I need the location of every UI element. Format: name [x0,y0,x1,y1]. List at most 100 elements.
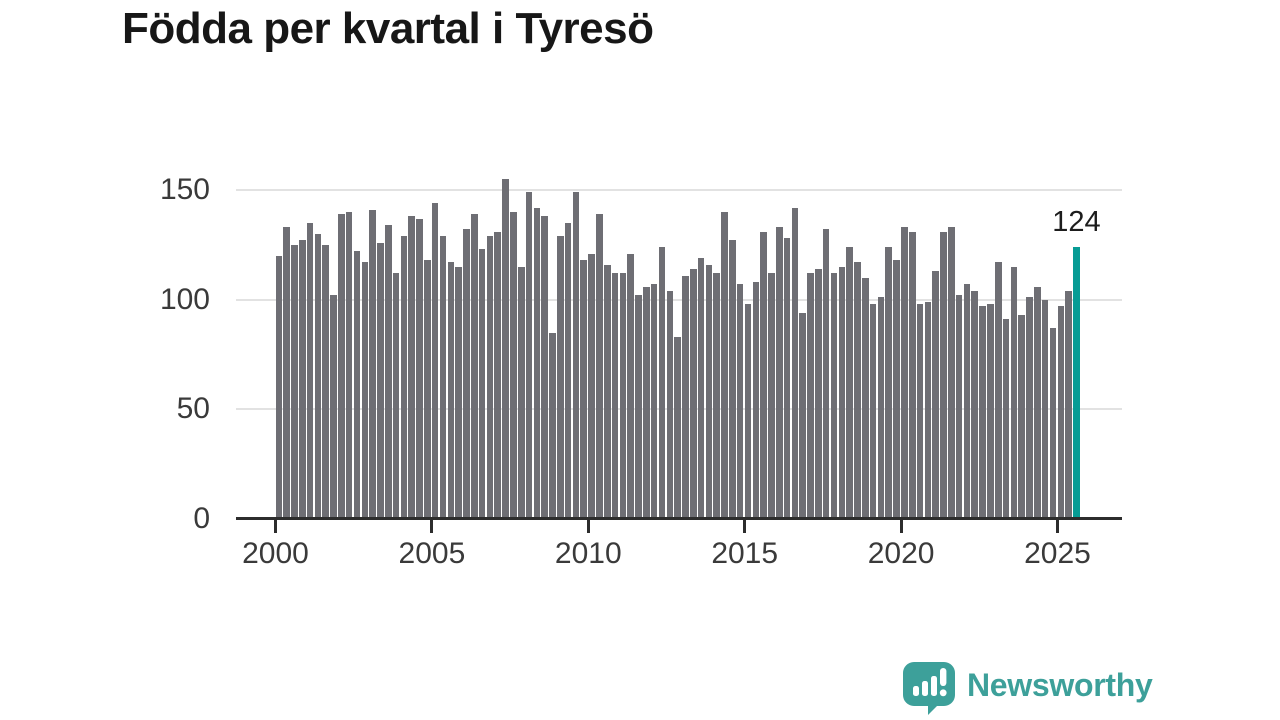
bar [987,304,994,519]
bar [627,253,634,519]
x-axis-tick-label: 2015 [711,537,779,570]
bar [775,227,783,519]
x-axis-tick-label: 2020 [867,537,935,570]
x-axis-tick-mark [430,520,434,533]
bar [869,304,877,519]
bar [807,273,814,519]
bar [760,231,767,519]
bar [658,247,666,519]
chart-title: Födda per kvartal i Tyresö [122,4,654,53]
bar [635,295,642,519]
bar [416,218,423,519]
bar [596,214,603,519]
bar [994,262,1002,519]
bar [877,297,885,519]
bar [361,262,369,519]
bar [533,207,541,519]
bar [924,301,932,519]
y-axis-tick-label: 150 [159,173,210,206]
bar [940,231,947,519]
bar [384,225,392,519]
bar [392,273,400,519]
bar [862,277,869,519]
bar [955,295,963,519]
bar [611,273,619,519]
bar [1041,299,1049,519]
bar [752,282,760,519]
bar [854,262,861,519]
x-axis-tick-label: 2010 [554,537,622,570]
bar [697,257,705,519]
bar [1026,297,1033,519]
bar [666,290,674,519]
bar [768,273,775,519]
bar [517,266,525,519]
bar [510,211,517,519]
x-axis-tick-mark [274,520,277,533]
bar [408,216,416,519]
bar [572,192,580,519]
bar [979,306,986,519]
bar [1034,286,1041,519]
bar [447,262,455,519]
bar [830,273,838,519]
x-axis-tick-mark [586,520,590,533]
bar [424,260,431,519]
bar [893,260,900,519]
bar [494,231,502,519]
bar [729,240,736,519]
bar [736,284,744,519]
bar [502,179,509,519]
x-axis-tick-label: 2005 [398,537,466,570]
bar [916,304,924,519]
bar [846,247,853,519]
bar [650,284,658,519]
bar [463,229,470,519]
bar [948,227,955,519]
bar [330,295,337,519]
bar [908,231,916,519]
bar-chart-speech-bubble-icon [903,662,955,715]
grid-line [236,189,1122,191]
bar [580,260,588,519]
bar [353,251,361,519]
newsworthy-logo: Newsworthy [902,661,1153,715]
bar [588,253,595,519]
bar [815,268,822,519]
bar [901,227,908,519]
highlight-bar [1073,247,1080,519]
bar [541,216,548,519]
bar [713,273,720,519]
x-axis-line [236,517,1122,521]
x-axis-tick-label: 2000 [242,537,309,570]
bar [643,286,650,519]
y-axis-tick-label: 50 [176,392,210,426]
bar [283,227,290,519]
bar [885,247,893,519]
bar [1010,266,1018,519]
bar [963,284,971,519]
bar [674,336,681,519]
bar [400,236,408,519]
x-axis-tick-mark [1056,520,1059,533]
bar [306,222,314,519]
bar [298,240,306,519]
bar [1002,319,1010,519]
bar [478,249,486,519]
x-axis-tick-mark [743,520,747,533]
bar [783,238,791,519]
bar [291,244,298,519]
y-axis-tick-label: 0 [193,502,210,535]
bar [721,211,728,519]
bar [431,203,439,519]
bar [549,332,556,519]
bar [275,255,283,519]
bar [689,268,697,519]
bar [822,229,830,519]
highlight-value-label: 124 [1052,206,1101,239]
grid-line [236,298,1122,301]
bar [838,266,846,519]
bar [682,275,689,519]
